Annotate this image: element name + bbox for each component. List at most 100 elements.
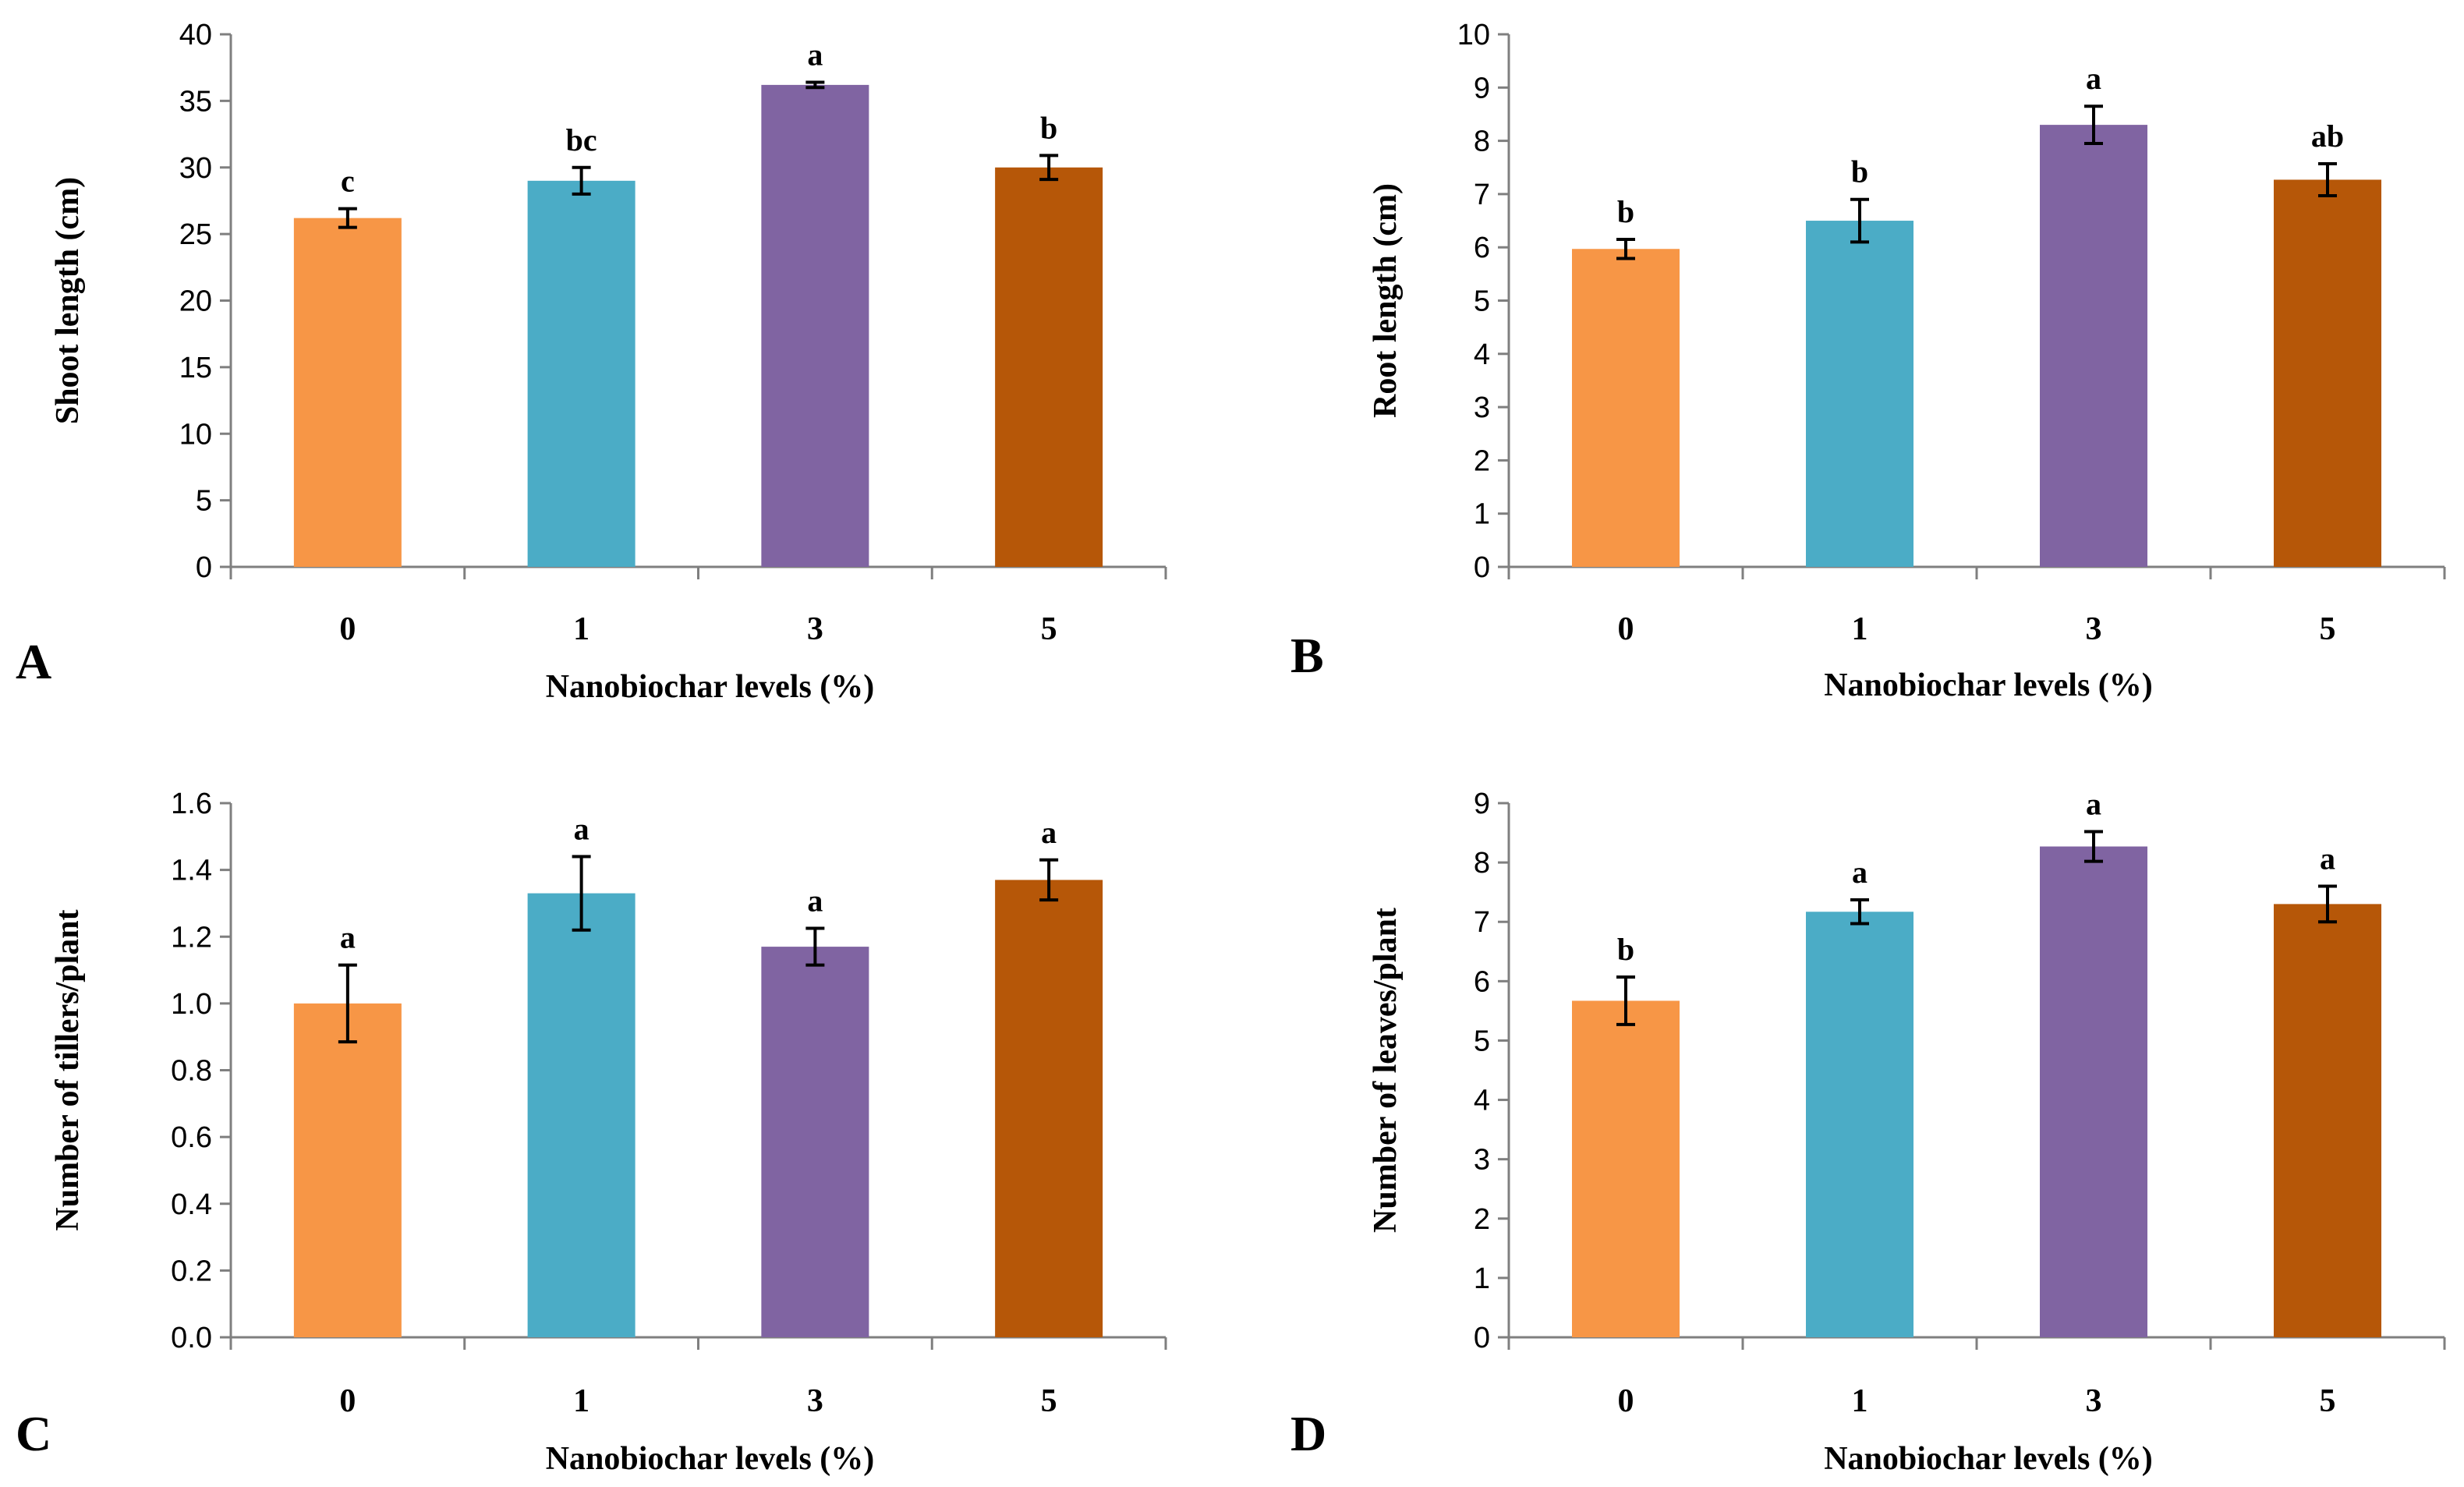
error-bar xyxy=(2318,884,2337,924)
x-category-label: 3 xyxy=(2086,1383,2102,1419)
y-tick-label: 9 xyxy=(1474,72,1490,104)
y-tick-label: 0 xyxy=(196,551,212,584)
y-tick-label: 1 xyxy=(1474,498,1490,531)
panel-letter: A xyxy=(16,634,51,689)
x-axis-title: Nanobiochar levels (%) xyxy=(546,1441,875,1477)
y-tick-label: 4 xyxy=(1474,1085,1490,1117)
error-bar xyxy=(1616,975,1635,1026)
y-tick-label: 0.2 xyxy=(171,1255,212,1287)
error-bar xyxy=(572,165,591,196)
panel-a: 0 5 10 15 20 25 30 35 40 c 0 bc 1 a 3 b 5 Nanobiochar lev… xyxy=(16,19,1167,705)
y-tick-label: 4 xyxy=(1474,338,1490,371)
bar-d-5 xyxy=(2274,904,2381,1337)
y-tick-label: 40 xyxy=(179,19,212,51)
significance-label: ab xyxy=(2311,119,2344,154)
y-tick-label: 0.8 xyxy=(171,1055,212,1088)
y-tick-label: 1 xyxy=(1474,1262,1490,1295)
bar-a-3 xyxy=(761,84,869,567)
bar-b-3 xyxy=(2040,125,2147,568)
bar-c-1 xyxy=(527,893,635,1337)
significance-label: c xyxy=(341,164,355,199)
y-tick-label: 8 xyxy=(1474,847,1490,880)
significance-label: a xyxy=(340,920,356,955)
x-axis-title: Nanobiochar levels (%) xyxy=(1824,1441,2153,1477)
x-category-label: 5 xyxy=(1041,611,1057,647)
bar-a-5 xyxy=(995,167,1103,567)
significance-label: a xyxy=(2320,841,2335,876)
error-bar xyxy=(338,963,357,1044)
y-tick-label: 5 xyxy=(196,485,212,518)
x-category-label: 1 xyxy=(573,1383,589,1419)
panel-b: 0 1 2 3 4 5 6 7 8 9 10 b 0 b 1 a 3 ab 5 Nanobiochar levels … xyxy=(1290,19,2446,703)
panel-letter: C xyxy=(16,1406,51,1461)
significance-label: a xyxy=(1852,855,1867,890)
panel-c: 0.0 0.2 0.4 0.6 0.8 1.0 1.2 1.4 1.6 a 0 a 1 a 3 a 5 Nanob… xyxy=(16,788,1167,1477)
significance-label: a xyxy=(574,812,589,847)
significance-label: a xyxy=(807,37,823,72)
significance-label: a xyxy=(2086,61,2101,96)
x-axis-title: Nanobiochar levels (%) xyxy=(1824,667,2153,703)
panel-d: 0 1 2 3 4 5 6 7 8 9 b 0 a 1 a 3 a 5 Nanobiochar levels (%)… xyxy=(1290,787,2446,1477)
y-tick-label: 6 xyxy=(1474,232,1490,264)
error-bar xyxy=(338,207,357,229)
significance-label: a xyxy=(1041,815,1057,850)
x-category-label: 0 xyxy=(339,611,356,647)
y-tick-label: 35 xyxy=(179,85,212,118)
significance-label: bc xyxy=(566,122,597,158)
y-tick-label: 1.2 xyxy=(171,921,212,954)
x-category-label: 5 xyxy=(2320,611,2336,647)
y-tick-label: 7 xyxy=(1474,906,1490,939)
y-tick-label: 5 xyxy=(1474,1025,1490,1057)
y-tick-label: 1.6 xyxy=(171,788,212,820)
bar-c-0 xyxy=(293,1003,402,1337)
x-axis-title: Nanobiochar levels (%) xyxy=(546,669,875,705)
y-tick-label: 5 xyxy=(1474,285,1490,318)
bar-c-3 xyxy=(761,947,869,1337)
y-axis-title: Number of leaves/plant xyxy=(1368,908,1404,1233)
y-tick-label: 15 xyxy=(179,352,212,384)
x-category-label: 5 xyxy=(1041,1383,1057,1419)
significance-label: a xyxy=(807,883,823,919)
y-tick-label: 1.4 xyxy=(171,855,212,887)
x-category-label: 5 xyxy=(2320,1383,2336,1419)
bar-c-5 xyxy=(995,880,1103,1337)
x-category-label: 3 xyxy=(807,611,823,647)
bar-d-3 xyxy=(2040,846,2147,1337)
y-tick-label: 1.0 xyxy=(171,988,212,1021)
panel-letter: D xyxy=(1290,1406,1326,1461)
y-tick-label: 0.0 xyxy=(171,1322,212,1354)
y-tick-label: 30 xyxy=(179,152,212,185)
x-category-label: 1 xyxy=(573,611,589,647)
y-axis-title: Number of tillers/plant xyxy=(50,909,86,1230)
error-bar xyxy=(1616,237,1635,260)
x-category-label: 3 xyxy=(2086,611,2102,647)
y-tick-label: 7 xyxy=(1474,179,1490,211)
bar-d-1 xyxy=(1806,912,1913,1337)
x-category-label: 0 xyxy=(1618,1383,1634,1419)
error-bar xyxy=(1039,154,1059,182)
y-tick-label: 0.6 xyxy=(171,1121,212,1154)
y-tick-label: 25 xyxy=(179,218,212,251)
bar-d-0 xyxy=(1572,1000,1680,1337)
bar-a-0 xyxy=(293,218,402,567)
y-tick-label: 10 xyxy=(179,418,212,451)
error-bar xyxy=(1850,898,1869,926)
y-tick-label: 0 xyxy=(1474,1322,1490,1354)
y-tick-label: 0 xyxy=(1474,551,1490,584)
y-tick-label: 6 xyxy=(1474,965,1490,998)
x-category-label: 0 xyxy=(339,1383,356,1419)
error-bar xyxy=(2318,161,2337,197)
bar-b-0 xyxy=(1572,249,1680,567)
y-tick-label: 3 xyxy=(1474,391,1490,424)
error-bar xyxy=(2084,104,2103,146)
error-bar xyxy=(1850,197,1869,244)
significance-label: b xyxy=(1617,932,1634,967)
y-tick-label: 10 xyxy=(1457,19,1490,51)
significance-label: b xyxy=(1617,194,1634,229)
y-tick-label: 20 xyxy=(179,285,212,318)
x-category-label: 1 xyxy=(1852,1383,1868,1419)
y-tick-label: 9 xyxy=(1474,788,1490,820)
error-bar xyxy=(805,80,825,90)
panel-letter: B xyxy=(1290,628,1324,683)
